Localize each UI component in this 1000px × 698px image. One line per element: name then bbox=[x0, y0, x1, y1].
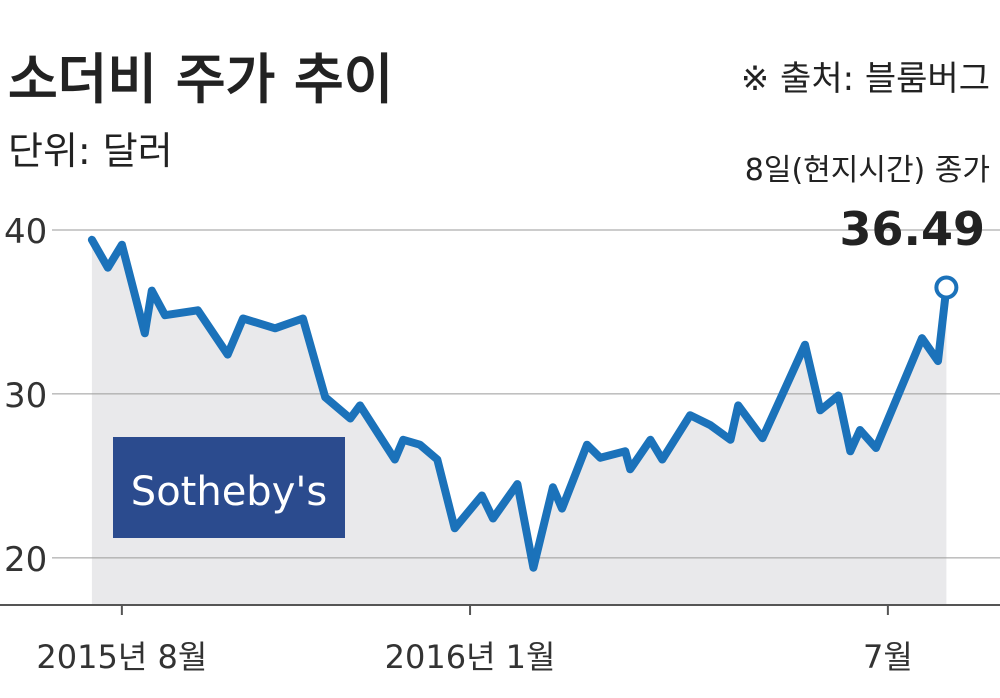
chart-title: 소더비 주가 추이 bbox=[8, 48, 393, 111]
logo: Sotheby's bbox=[131, 469, 327, 515]
y-tick-label: 20 bbox=[4, 540, 47, 580]
last-point bbox=[934, 275, 959, 300]
x-tick-label: 2015년 8월 bbox=[36, 638, 207, 676]
y-tick-label: 40 bbox=[4, 212, 47, 252]
x-tick-label: 2016년 1월 bbox=[385, 638, 556, 676]
logo-box bbox=[113, 437, 345, 538]
source: ※ 출처: 블룸버그 bbox=[741, 59, 990, 99]
annotation: 8일(현지시간) 종가 bbox=[745, 153, 990, 188]
area bbox=[91, 239, 947, 606]
chart-subtitle: 단위: 달러 bbox=[8, 129, 173, 173]
x-tick-label: 7월 bbox=[863, 638, 913, 676]
y-tick-label: 30 bbox=[4, 376, 47, 416]
line bbox=[87, 235, 951, 572]
plot: 20 30 40 2015년 8월 2016년 1월 7월 Sotheby's 36.49 bbox=[0, 202, 1000, 676]
value-label: 36.49 bbox=[839, 202, 985, 256]
